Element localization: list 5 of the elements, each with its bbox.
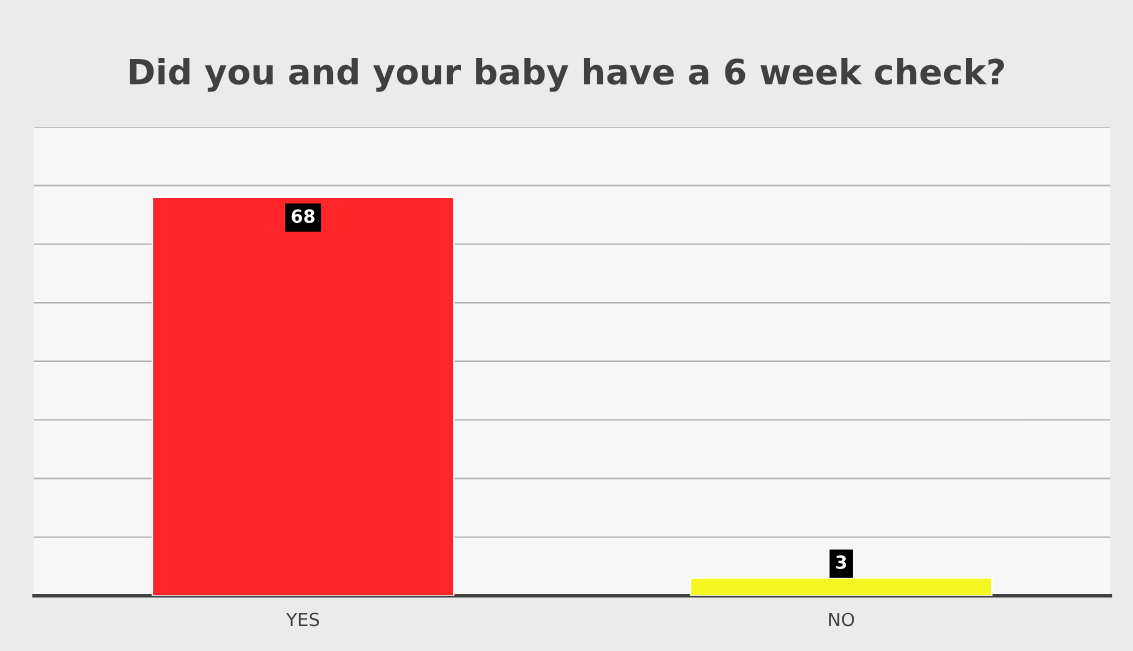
- data-label: 68: [291, 209, 315, 223]
- x-tick-label: NO: [829, 612, 855, 627]
- data-label: 3: [836, 555, 847, 569]
- x-tick-label: YES: [286, 612, 320, 627]
- chart-title: Did you and your baby have a 6 week check?: [129, 57, 1005, 92]
